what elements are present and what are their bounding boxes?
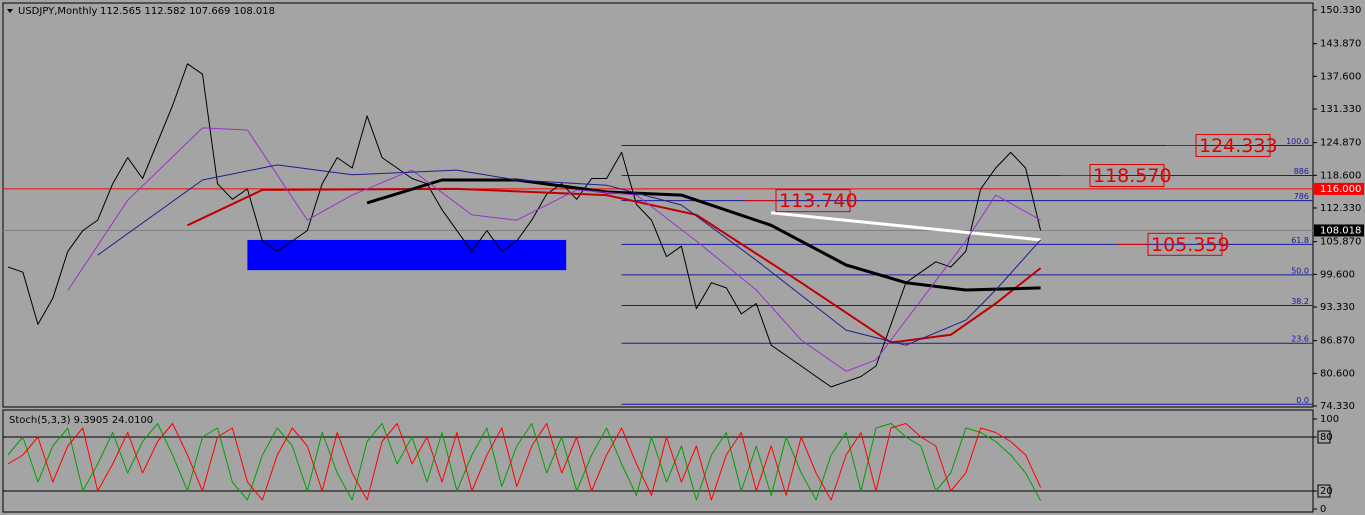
annotation-label: 105.359	[1151, 234, 1230, 256]
hline-label: 116.000	[1320, 184, 1361, 195]
fib-label: 61.8	[1291, 236, 1309, 245]
annotation-label: 124.333	[1199, 135, 1278, 157]
main-frame	[2, 2, 1314, 408]
sub-frame	[2, 409, 1314, 513]
y-tick-label: 105.870	[1320, 237, 1361, 248]
y-tick-label: 0	[1320, 504, 1326, 515]
fib-label: 886	[1294, 167, 1309, 176]
y-tick-label: 112.330	[1320, 203, 1361, 214]
annotation-box	[1089, 163, 1165, 187]
fib-label: 786	[1294, 192, 1309, 201]
chart-title: USDJPY,Monthly	[18, 6, 98, 17]
fib-label: 38.2	[1291, 297, 1309, 306]
annotation-box	[1147, 232, 1223, 256]
y-tick-label: 124.870	[1320, 138, 1361, 149]
series-line	[67, 127, 1041, 372]
y-tick-label: 99.600	[1320, 269, 1355, 280]
y-tick-label: 93.330	[1320, 302, 1355, 313]
y-tick-label: 131.330	[1320, 104, 1361, 115]
fib-label: 23.6	[1291, 335, 1309, 344]
annotation-box	[1195, 133, 1271, 157]
zone	[247, 239, 567, 271]
annotation-label: 113.740	[779, 190, 858, 212]
series-line	[97, 164, 1041, 346]
hline-box	[1314, 182, 1364, 195]
annotation-box	[775, 189, 851, 213]
annotation-label: 118.570	[1093, 165, 1172, 187]
y-tick-label: 20	[1320, 486, 1333, 497]
menu-arrow[interactable]	[7, 9, 13, 13]
series-line	[7, 423, 1042, 501]
y-tick-label: 150.330	[1320, 5, 1361, 16]
y-tick-label: 100	[1320, 414, 1339, 425]
fib-label: 0.0	[1296, 396, 1309, 405]
y-tick-label: 80	[1320, 432, 1333, 443]
stoch-title: Stoch(5,3,3) 9.3905 24.0100	[9, 415, 153, 426]
series-line	[7, 63, 1042, 388]
series-line	[771, 211, 1041, 242]
ohlc-text: 112.565 112.582 107.669 108.018	[100, 6, 275, 17]
y-tick-label: 137.600	[1320, 71, 1361, 82]
y-tick-label: 86.870	[1320, 336, 1355, 347]
series-line	[187, 187, 1042, 344]
fib-label: 100.0	[1286, 137, 1309, 146]
y-tick-label: 80.600	[1320, 368, 1355, 379]
last-price-box	[1314, 224, 1364, 237]
y-tick-label: 74.330	[1320, 401, 1355, 412]
fib-label: 50.0	[1291, 266, 1309, 275]
y-tick-label: 118.600	[1320, 170, 1361, 181]
last-price-label: 108.018	[1320, 225, 1361, 236]
series-line	[7, 423, 1042, 501]
series-line	[366, 178, 1041, 292]
level-box	[1317, 430, 1331, 444]
level-box	[1317, 484, 1331, 498]
y-tick-label: 143.870	[1320, 39, 1361, 50]
